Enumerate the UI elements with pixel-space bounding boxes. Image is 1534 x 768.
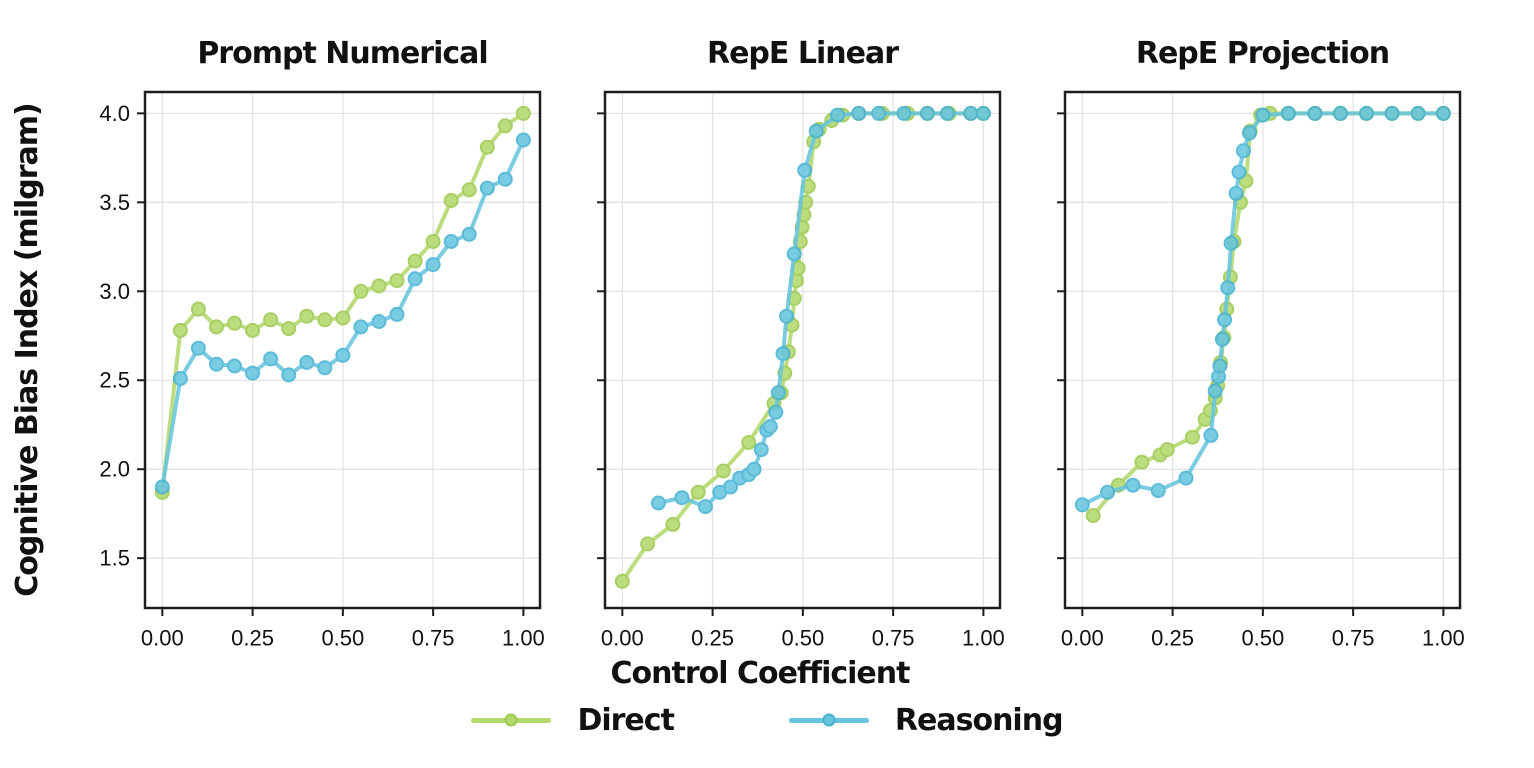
plot-frame: [1063, 90, 1462, 610]
reasoning-line-swatch-icon: [788, 713, 869, 727]
tick-marks: [137, 112, 525, 616]
x-tick-label: 1.00: [1422, 626, 1465, 651]
series-reasoning-points: [1074, 105, 1451, 513]
x-tick-label: 0.00: [141, 626, 184, 651]
x-tick-label: 0.00: [1061, 626, 1104, 651]
series-reasoning-points: [650, 105, 991, 515]
gridlines: [605, 92, 1000, 608]
x-tick-label: 0.00: [601, 626, 644, 651]
series-reasoning: [154, 132, 531, 495]
series-reasoning-points: [154, 132, 531, 495]
x-tick-label: 0.75: [412, 626, 455, 651]
panel-title-repe-linear: RepE Linear: [706, 36, 899, 71]
gridlines: [1065, 92, 1460, 608]
y-tick-label: 3.5: [99, 190, 130, 215]
y-tick-label: 2.5: [99, 368, 130, 393]
series-reasoning-line: [656, 111, 986, 509]
series-direct-points: [1085, 105, 1451, 523]
legend-label-reasoning: Reasoning: [894, 702, 1064, 738]
x-axis-label: Control Coefficient: [610, 656, 911, 691]
y-tick-label: 2.0: [99, 457, 130, 482]
panel-title-prompt-numerical: Prompt Numerical: [197, 36, 488, 71]
tick-labels: 0.00 0.25 0.50 0.75 1.00: [1061, 626, 1465, 651]
y-axis-label: Cognitive Bias Index (milgram): [10, 103, 45, 597]
plot-frame: [143, 90, 542, 610]
x-tick-label: 1.00: [962, 626, 1005, 651]
x-tick-label: 0.50: [1241, 626, 1284, 651]
direct-line-swatch-icon: [471, 713, 552, 727]
plot-frame: [603, 90, 1002, 610]
x-tick-label: 0.25: [231, 626, 274, 651]
panel-repe-projection-plot: 0.00 0.25 0.50 0.75 1.00: [1057, 90, 1465, 651]
legend-label-direct: Direct: [577, 702, 674, 738]
x-tick-label: 0.75: [872, 626, 915, 651]
legend-item-reasoning: Reasoning: [788, 702, 1064, 738]
series-reasoning: [1074, 105, 1451, 513]
x-tick-label: 1.00: [502, 626, 545, 651]
panel-title-repe-projection: RepE Projection: [1135, 36, 1390, 71]
x-tick-label: 0.25: [691, 626, 734, 651]
tick-marks: [1057, 112, 1445, 616]
direct-dot-icon: [504, 713, 518, 727]
gridlines: [145, 92, 540, 608]
tick-labels: 0.00 0.25 0.50 0.75 1.00: [601, 626, 1005, 651]
x-tick-label: 0.50: [781, 626, 824, 651]
legend-item-direct: Direct: [471, 702, 675, 738]
legend: Direct Reasoning: [0, 699, 1534, 741]
series-direct: [154, 105, 531, 500]
tick-labels: 0.00 0.25 0.50 0.75 1.00 1.5 2.0 2.5 3.0 3.5 4.0: [99, 101, 544, 651]
y-tick-label: 4.0: [99, 101, 130, 126]
x-tick-label: 0.75: [1332, 626, 1375, 651]
y-tick-label: 1.5: [99, 546, 130, 571]
x-tick-label: 0.50: [321, 626, 364, 651]
series-direct: [1085, 105, 1451, 523]
panel-prompt-numerical-plot: 0.00 0.25 0.50 0.75 1.00 1.5 2.0 2.5 3.0 3.5 4.0: [99, 90, 545, 651]
y-tick-label: 3.0: [99, 279, 130, 304]
series-direct-points: [154, 105, 531, 500]
tick-marks: [597, 112, 985, 616]
panel-repe-linear-plot: 0.00 0.25 0.50 0.75 1.00: [597, 90, 1005, 651]
reasoning-dot-icon: [822, 713, 836, 727]
x-tick-label: 0.25: [1151, 626, 1194, 651]
series-reasoning: [650, 105, 991, 515]
series-direct-line: [1091, 111, 1446, 518]
